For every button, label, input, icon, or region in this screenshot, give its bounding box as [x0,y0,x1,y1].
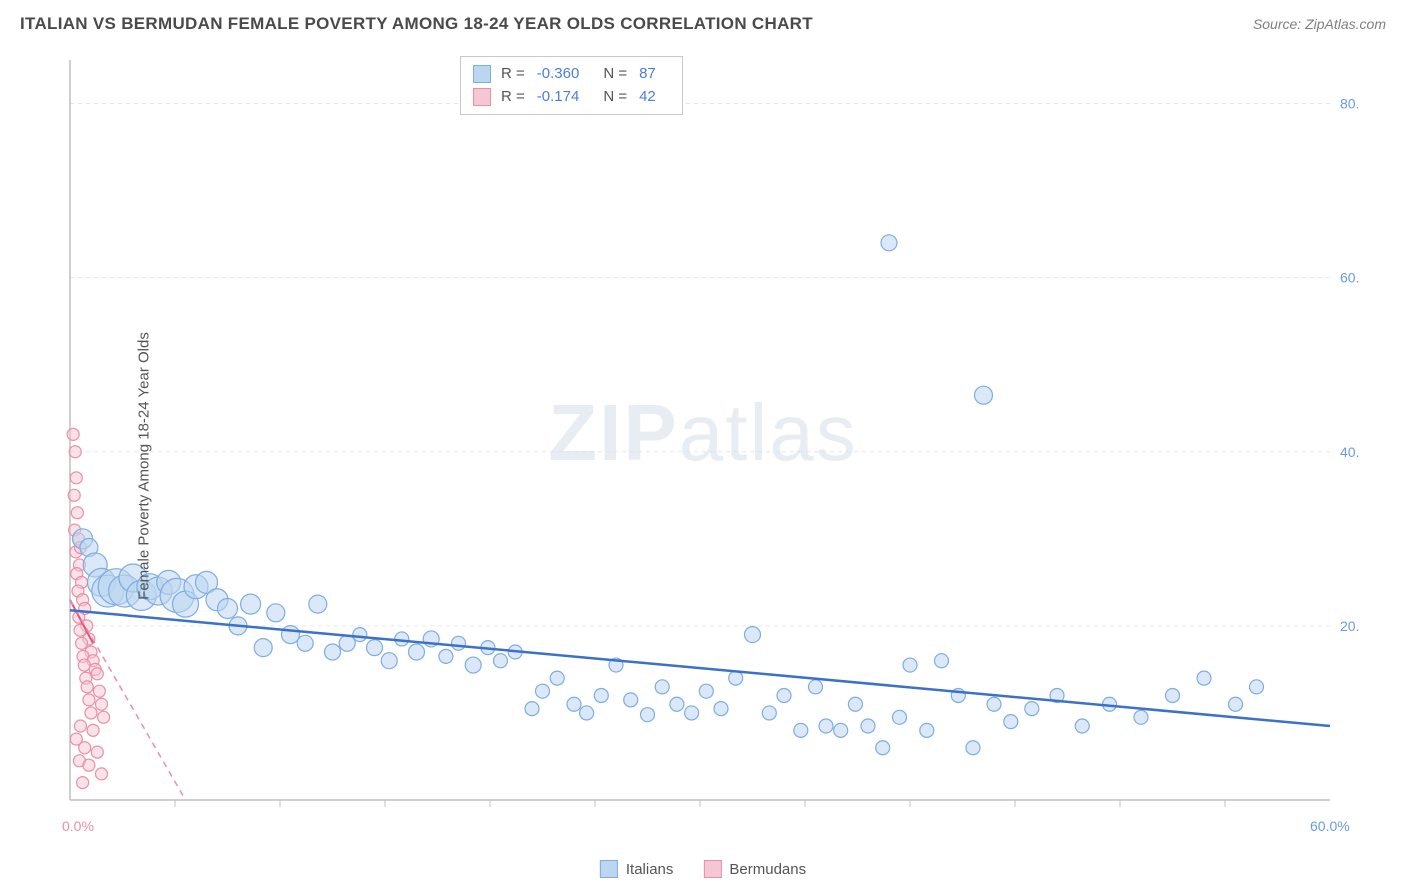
legend-row-bermudans: R = -0.174 N = 42 [473,86,670,109]
source-label: Source: ZipAtlas.com [1253,16,1386,32]
svg-text:20.0%: 20.0% [1340,618,1360,634]
series-legend: Italians Bermudans [600,860,806,878]
n-value-1: 42 [639,86,656,109]
correlation-legend: R = -0.360 N = 87 R = -0.174 N = 42 [460,56,683,115]
swatch-italians [473,65,491,83]
n-value-0: 87 [639,63,656,86]
swatch-italians-icon [600,860,618,878]
swatch-bermudans-icon [703,860,721,878]
chart-title: ITALIAN VS BERMUDAN FEMALE POVERTY AMONG… [20,14,813,34]
n-label-1: N = [603,86,627,109]
svg-text:80.0%: 80.0% [1340,96,1360,112]
r-label-1: R = [501,86,525,109]
n-label-0: N = [603,63,627,86]
swatch-bermudans [473,88,491,106]
y-axis-label: Female Poverty Among 18-24 Year Olds [135,332,152,600]
r-value-1: -0.174 [537,86,580,109]
svg-text:40.0%: 40.0% [1340,444,1360,460]
legend-label-bermudans: Bermudans [729,861,806,878]
r-value-0: -0.360 [537,63,580,86]
scatter-chart: 20.0% 40.0% 60.0% 80.0% [20,50,1360,840]
legend-label-italians: Italians [626,861,674,878]
svg-text:60.0%: 60.0% [1340,270,1360,286]
x-axis-min-label: 0.0% [62,818,94,834]
r-label-0: R = [501,63,525,86]
legend-row-italians: R = -0.360 N = 87 [473,63,670,86]
legend-item-bermudans: Bermudans [703,860,806,878]
legend-item-italians: Italians [600,860,674,878]
chart-area: Female Poverty Among 18-24 Year Olds ZIP… [20,50,1386,882]
header: ITALIAN VS BERMUDAN FEMALE POVERTY AMONG… [0,0,1406,42]
x-axis-max-label: 60.0% [1310,818,1350,834]
